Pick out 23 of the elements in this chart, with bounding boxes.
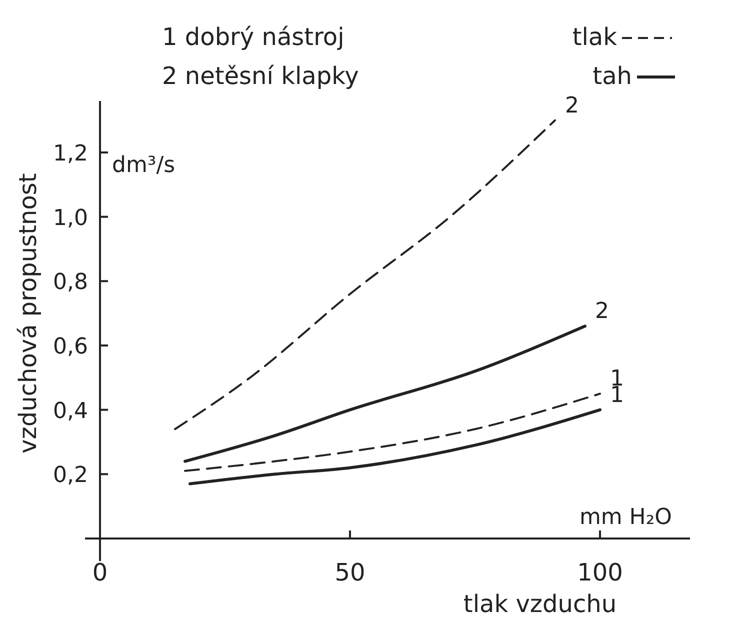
- y-tick-label: 1,0: [53, 206, 88, 231]
- y-tick-label: 1,2: [53, 141, 88, 166]
- x-tick-label: 0: [92, 558, 108, 586]
- y-tick-label: 0,6: [53, 334, 88, 360]
- line-series: [188, 408, 602, 486]
- line-series: [174, 119, 556, 430]
- series-label: 2: [565, 93, 579, 118]
- y-tick-label: 0,8: [53, 270, 88, 296]
- annotation: dm³/s: [112, 153, 176, 178]
- x-tick-label: 100: [577, 558, 623, 586]
- annotation: mm H₂O: [579, 505, 672, 530]
- y-tick-label: 0,2: [53, 463, 88, 488]
- line-series: [184, 324, 586, 463]
- text: 1 dobrý nástroj: [162, 23, 344, 51]
- x-axis-title: tlak vzduchu: [463, 590, 617, 618]
- line-series: [184, 392, 601, 472]
- y-tick-label: 0,4: [53, 398, 88, 424]
- y-axis-title: vzduchová propustnost: [14, 173, 42, 454]
- text: tah: [592, 62, 632, 90]
- text: 2 netěsní klapky: [162, 62, 359, 90]
- text: tlak: [572, 23, 618, 51]
- x-tick-label: 50: [334, 558, 366, 586]
- series-label: 2: [595, 299, 609, 324]
